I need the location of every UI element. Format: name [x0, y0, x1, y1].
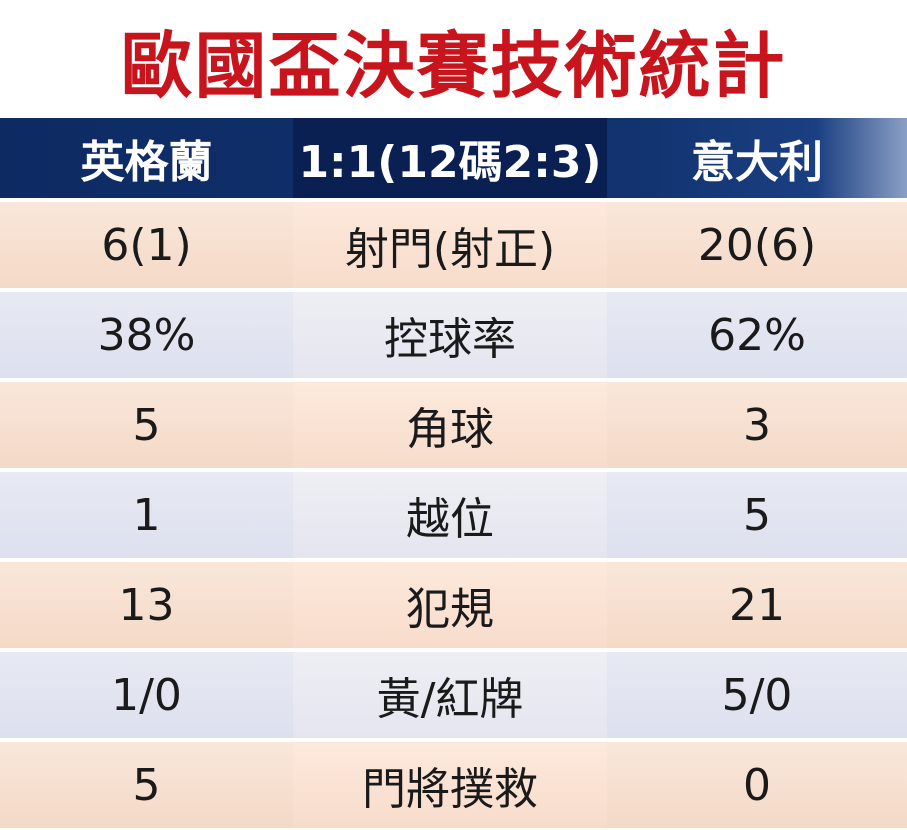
- left-value: 1/0: [0, 652, 293, 738]
- left-value: 1: [0, 472, 293, 558]
- right-value: 5/0: [607, 652, 907, 738]
- table-row: 5 角球 3: [0, 382, 907, 468]
- stat-label: 犯規: [293, 562, 607, 648]
- stat-label: 黃/紅牌: [293, 652, 607, 738]
- left-value: 5: [0, 382, 293, 468]
- stat-label: 控球率: [293, 292, 607, 378]
- match-score: 1:1(12碼2:3): [293, 118, 607, 198]
- right-value: 20(6): [607, 202, 907, 288]
- stat-label: 越位: [293, 472, 607, 558]
- page-title: 歐國盃決賽技術統計: [120, 22, 787, 108]
- stat-label: 門將撲救: [293, 742, 607, 828]
- table-row: 38% 控球率 62%: [0, 292, 907, 378]
- table-header: 英格蘭 1:1(12碼2:3) 意大利: [0, 118, 907, 198]
- right-value: 3: [607, 382, 907, 468]
- right-value: 0: [607, 742, 907, 828]
- right-value: 21: [607, 562, 907, 648]
- team-right-name: 意大利: [691, 137, 823, 188]
- team-left-name: 英格蘭: [80, 137, 213, 188]
- table-row: 1 越位 5: [0, 472, 907, 558]
- table-row: 13 犯規 21: [0, 562, 907, 648]
- table-row: 6(1) 射門(射正) 20(6): [0, 202, 907, 288]
- table-row: 1/0 黃/紅牌 5/0: [0, 652, 907, 738]
- left-value: 38%: [0, 292, 293, 378]
- stat-label: 射門(射正): [293, 202, 607, 288]
- table-row: 5 門將撲救 0: [0, 742, 907, 828]
- right-value: 5: [607, 472, 907, 558]
- right-value: 62%: [607, 292, 907, 378]
- stats-table: 6(1) 射門(射正) 20(6) 38% 控球率 62% 5 角球 3 1 越…: [0, 202, 907, 828]
- stat-label: 角球: [293, 382, 607, 468]
- left-value: 13: [0, 562, 293, 648]
- left-value: 6(1): [0, 202, 293, 288]
- left-value: 5: [0, 742, 293, 828]
